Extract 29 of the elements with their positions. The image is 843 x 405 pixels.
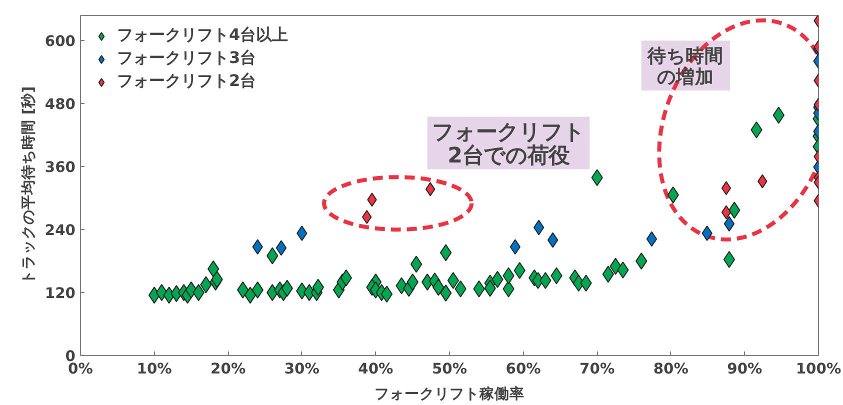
- y-tick-label: 480: [44, 96, 76, 114]
- x-tick-label: 80%: [653, 360, 689, 378]
- legend-label: フォークリフト3台: [117, 48, 256, 69]
- x-tick-label: 60%: [506, 360, 542, 378]
- x-tick-label: 100%: [796, 360, 842, 378]
- y-tick-label: 600: [44, 33, 76, 50]
- point: [510, 239, 521, 255]
- x-tick-label: 70%: [580, 360, 615, 378]
- x-tick-label: 0%: [68, 360, 94, 378]
- annotation: 2台での荷役: [448, 144, 570, 169]
- x-tick-label: 20%: [210, 360, 246, 378]
- x-tick-label: 90%: [727, 360, 763, 378]
- y-tick-label: 360: [44, 159, 76, 176]
- legend-label: フォークリフト4台以上: [117, 25, 288, 46]
- annotation: の増加: [657, 66, 714, 88]
- x-tick-label: 30%: [284, 360, 320, 378]
- x-tick-label: 40%: [358, 360, 394, 378]
- y-tick-label: 120: [44, 285, 76, 302]
- y-axis-title: トラックの平均待ち時間 [秒]: [20, 86, 37, 285]
- annotation: フォークリフト: [432, 120, 586, 146]
- x-tick-label: 10%: [136, 360, 172, 378]
- y-tick-label: 240: [44, 222, 76, 240]
- annotation: 待ち時間: [646, 44, 724, 67]
- legend-label: フォークリフト2台: [117, 71, 256, 92]
- x-tick-label: 50%: [432, 360, 468, 378]
- point: [533, 220, 544, 236]
- point: [276, 240, 287, 256]
- x-axis-title: フォークリフト稼働率: [374, 384, 524, 402]
- point: [547, 232, 558, 248]
